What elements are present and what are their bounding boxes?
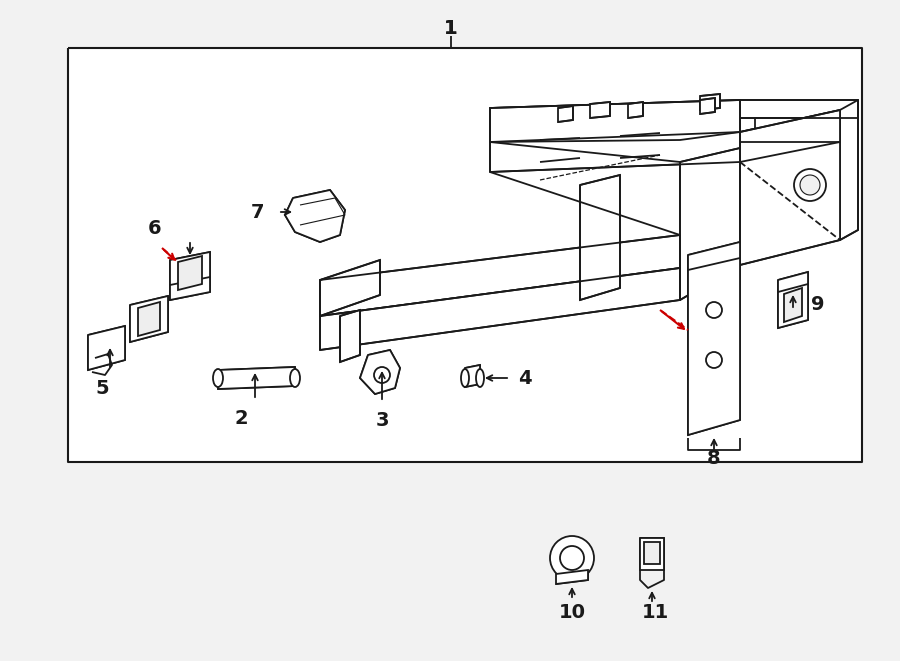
Circle shape (706, 352, 722, 368)
Polygon shape (88, 326, 125, 370)
Polygon shape (465, 365, 480, 387)
Ellipse shape (213, 369, 223, 387)
Polygon shape (556, 570, 588, 584)
Text: 1: 1 (445, 19, 458, 38)
Text: 1: 1 (445, 19, 458, 38)
Polygon shape (490, 100, 740, 142)
Polygon shape (218, 367, 295, 389)
Text: 10: 10 (559, 602, 586, 621)
Polygon shape (340, 310, 360, 362)
Text: 11: 11 (642, 602, 669, 621)
Polygon shape (320, 260, 380, 316)
Polygon shape (490, 100, 740, 142)
Polygon shape (580, 175, 620, 300)
Polygon shape (138, 302, 160, 336)
Polygon shape (700, 98, 715, 114)
Circle shape (560, 546, 584, 570)
Text: 7: 7 (251, 202, 265, 221)
Polygon shape (628, 102, 643, 118)
Bar (68, 48, 862, 462)
Circle shape (374, 367, 390, 383)
Ellipse shape (476, 369, 484, 387)
Text: 4: 4 (518, 368, 532, 387)
Polygon shape (688, 242, 740, 270)
Polygon shape (680, 148, 740, 300)
Text: 5: 5 (95, 379, 109, 397)
Polygon shape (740, 100, 858, 118)
Polygon shape (320, 268, 680, 350)
Polygon shape (640, 538, 664, 570)
Text: 6: 6 (148, 219, 162, 237)
Polygon shape (130, 296, 168, 342)
Polygon shape (558, 106, 573, 122)
Circle shape (794, 169, 826, 201)
Polygon shape (490, 132, 740, 172)
Ellipse shape (461, 369, 469, 387)
Text: 3: 3 (375, 410, 389, 430)
Polygon shape (644, 542, 660, 564)
Polygon shape (590, 102, 610, 118)
Polygon shape (778, 272, 808, 292)
Circle shape (800, 175, 820, 195)
Polygon shape (778, 282, 808, 328)
Polygon shape (170, 252, 210, 293)
Polygon shape (700, 94, 720, 110)
Polygon shape (360, 350, 400, 394)
Polygon shape (178, 256, 202, 290)
Polygon shape (170, 277, 210, 300)
Polygon shape (285, 190, 345, 242)
Text: 2: 2 (234, 408, 248, 428)
Polygon shape (755, 118, 840, 142)
Polygon shape (320, 235, 680, 316)
Polygon shape (784, 288, 802, 322)
Polygon shape (688, 255, 740, 435)
Polygon shape (840, 100, 858, 240)
Ellipse shape (290, 369, 300, 387)
Circle shape (706, 302, 722, 318)
Text: 8: 8 (707, 449, 721, 467)
Text: 9: 9 (811, 295, 824, 315)
Polygon shape (740, 110, 840, 265)
Polygon shape (740, 110, 840, 162)
Circle shape (550, 536, 594, 580)
